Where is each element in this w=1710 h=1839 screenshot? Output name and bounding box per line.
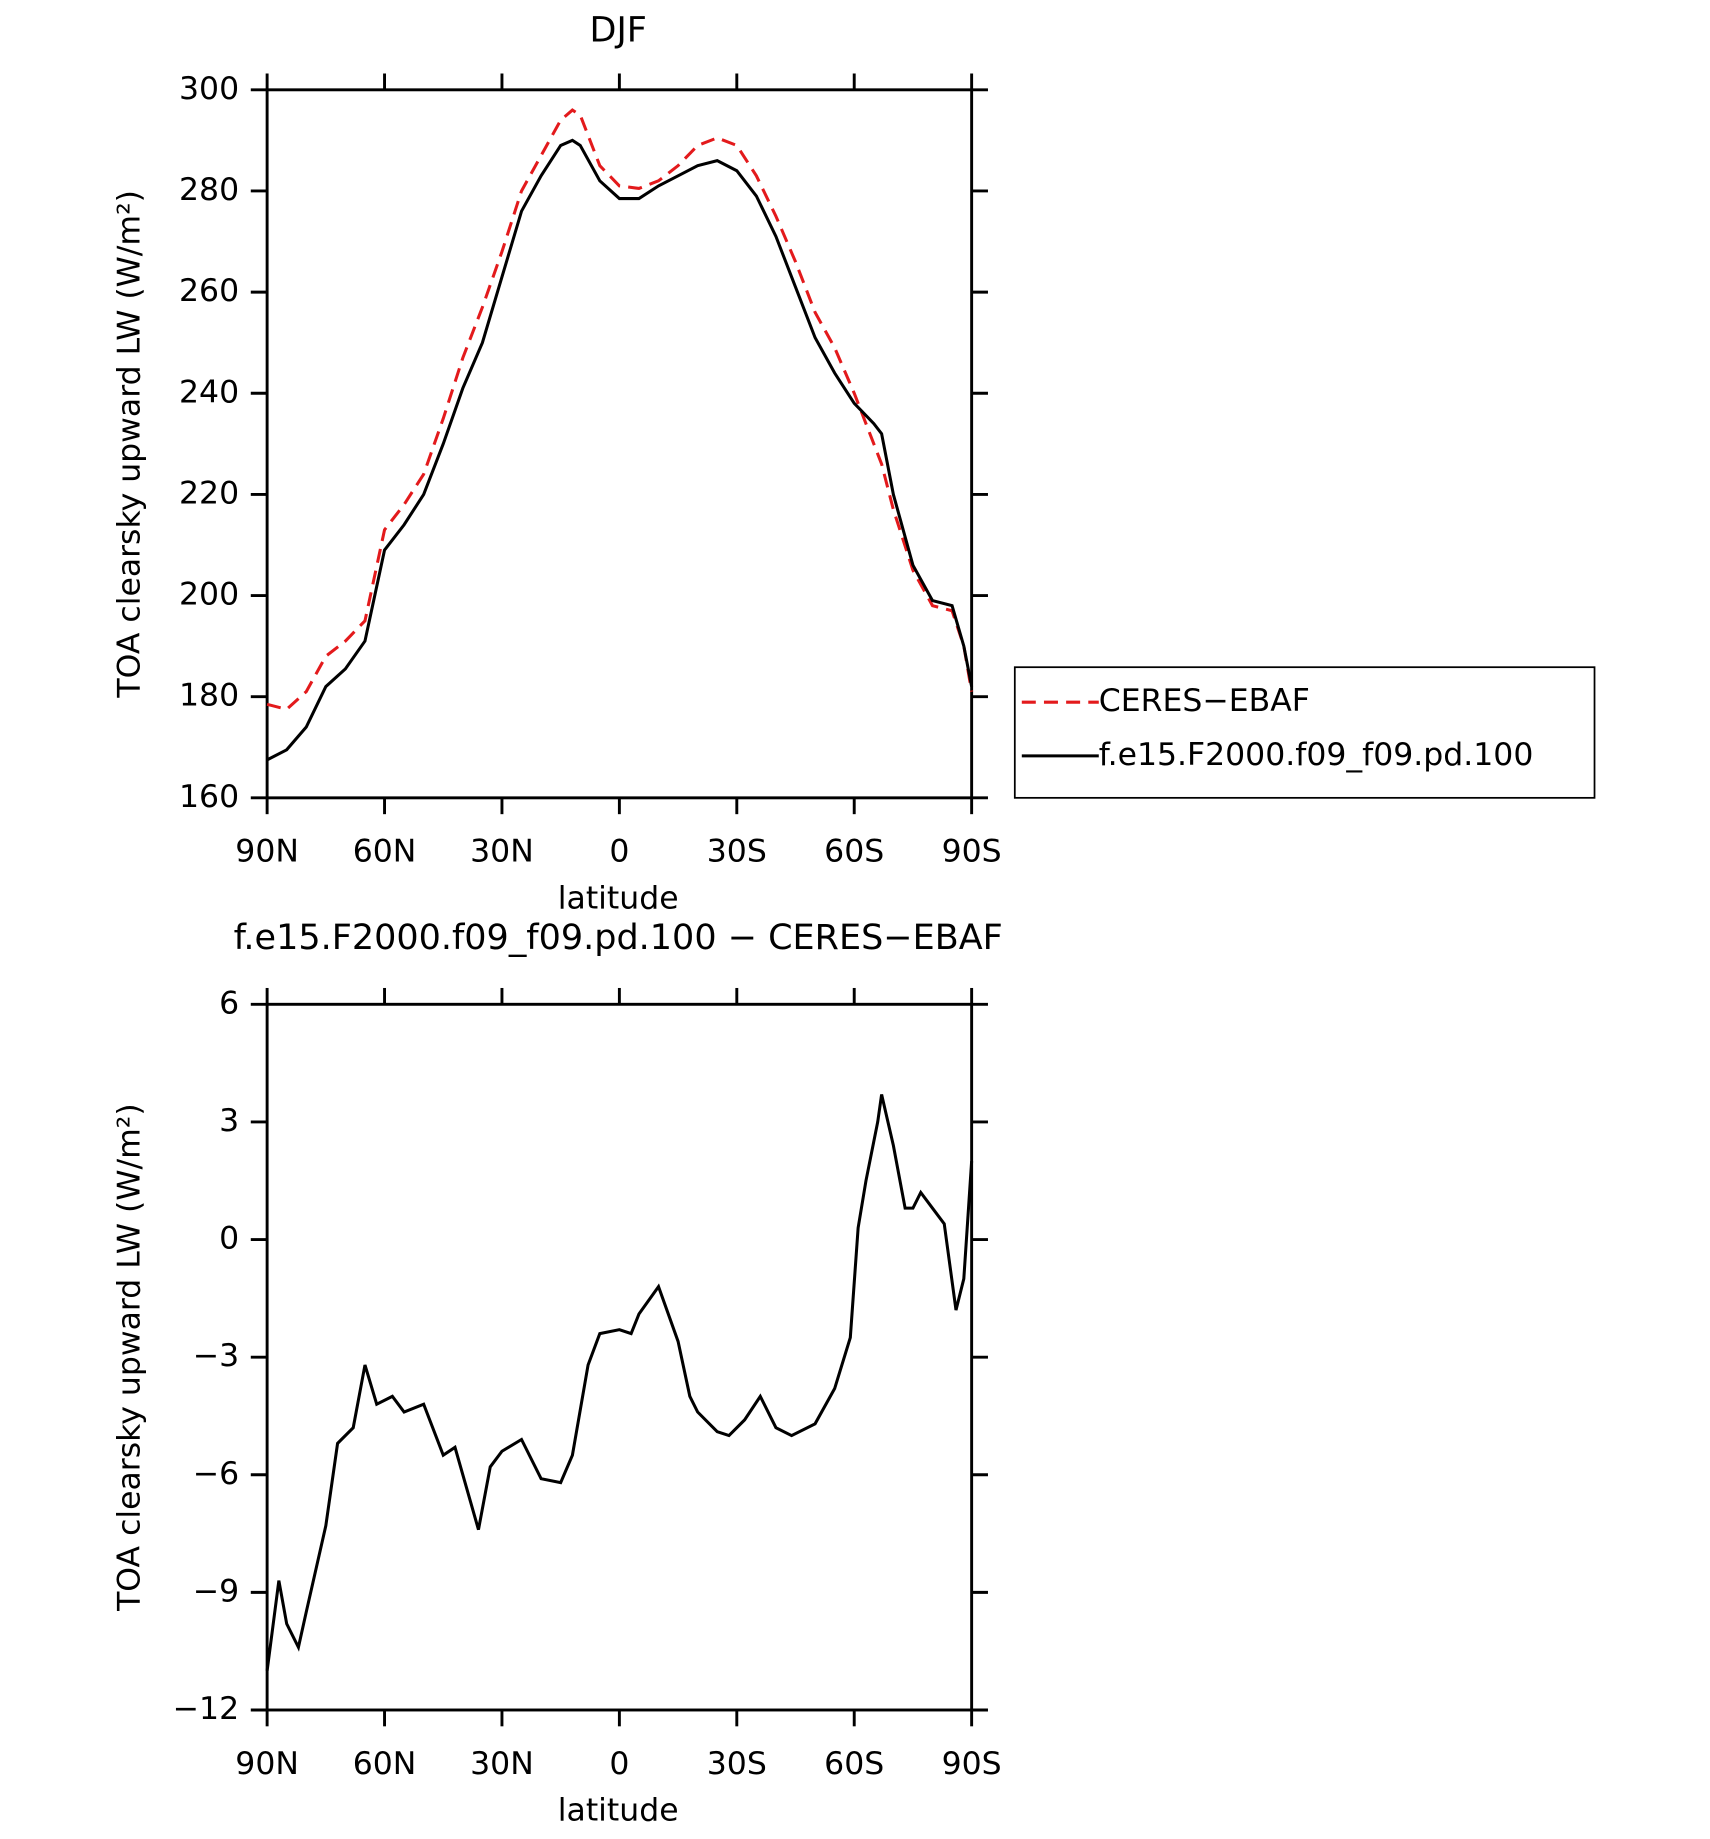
y-tick-label: −6 — [193, 1456, 239, 1492]
y-tick-label: 280 — [179, 172, 239, 208]
y-tick-label: 3 — [219, 1103, 239, 1139]
x-tick-label: 60S — [824, 834, 884, 870]
y-tick-label: −9 — [193, 1573, 239, 1609]
legend-label: CERES−EBAF — [1099, 683, 1310, 719]
x-tick-label: 30S — [707, 1746, 767, 1782]
y-tick-label: 160 — [179, 779, 239, 815]
x-axis-label: latitude — [558, 880, 679, 916]
chart-title: DJF — [590, 10, 647, 50]
data-line — [266, 108, 974, 712]
legend-label: f.e15.F2000.f09_f09.pd.100 — [1099, 737, 1534, 773]
y-tick-label: 200 — [179, 577, 239, 613]
y-axis-label: TOA clearsky upward LW (W/m²) — [112, 1103, 148, 1612]
x-tick-label: 30N — [470, 834, 534, 870]
data-line — [265, 1094, 974, 1671]
x-tick-label: 60S — [824, 1746, 884, 1782]
x-tick-label: 0 — [609, 834, 629, 870]
chart-title: f.e15.F2000.f09_f09.pd.100 − CERES−EBAF — [234, 918, 1003, 958]
y-tick-label: −3 — [193, 1338, 239, 1374]
data-line — [266, 138, 974, 762]
y-tick-label: 300 — [179, 71, 239, 107]
y-tick-label: 180 — [179, 678, 239, 714]
y-tick-label: −12 — [173, 1691, 239, 1727]
y-tick-label: 240 — [179, 374, 239, 410]
y-axis-label: TOA clearsky upward LW (W/m²) — [112, 190, 148, 699]
y-tick-label: 220 — [179, 475, 239, 511]
legend-box — [1013, 666, 1596, 799]
y-tick-label: 6 — [219, 985, 239, 1021]
x-axis-label: latitude — [558, 1792, 679, 1828]
x-tick-label: 30N — [470, 1746, 534, 1782]
x-tick-label: 60N — [353, 834, 417, 870]
x-tick-label: 60N — [353, 1746, 417, 1782]
x-tick-label: 90N — [235, 1746, 299, 1782]
x-tick-label: 30S — [707, 834, 767, 870]
y-tick-label: 0 — [219, 1221, 239, 1257]
x-tick-label: 0 — [609, 1746, 629, 1782]
plot-frame — [265, 88, 974, 800]
x-tick-label: 90S — [942, 834, 1002, 870]
y-tick-label: 260 — [179, 273, 239, 309]
plot-frame — [265, 1002, 974, 1712]
x-tick-label: 90N — [235, 834, 299, 870]
x-tick-label: 90S — [942, 1746, 1002, 1782]
